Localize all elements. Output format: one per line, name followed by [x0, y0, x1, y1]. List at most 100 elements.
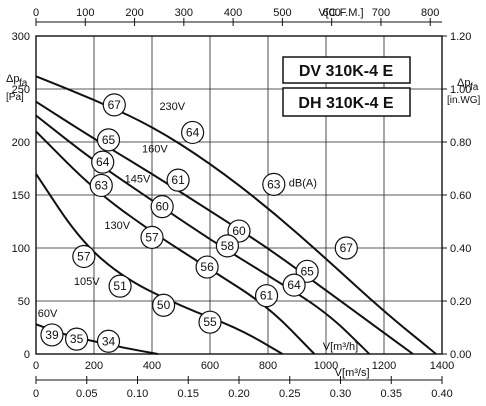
sound-level-label: 64 — [186, 125, 200, 139]
sound-level-marker: 64 — [181, 120, 205, 145]
curve-label: dB(A) — [289, 178, 317, 190]
sound-level-marker: 64 — [91, 150, 115, 174]
sound-level-marker: 63 — [89, 173, 113, 198]
sound-level-circle — [150, 195, 174, 219]
sound-level-marker: 61 — [254, 284, 279, 308]
y-tick-label: 100 — [12, 243, 30, 255]
sound-level-marker: 64 — [282, 273, 306, 297]
y-tick-label: 250 — [12, 84, 30, 96]
y2-tick-label: 1.00 — [450, 84, 471, 96]
sound-level-marker: 65 — [96, 128, 121, 152]
x-top-tick-label: 300 — [175, 7, 193, 19]
sound-level-circle — [181, 120, 205, 145]
sound-level-label: 64 — [287, 278, 301, 292]
sound-level-label: 61 — [260, 289, 274, 303]
sound-level-circle — [108, 274, 132, 298]
x-tick-label: 400 — [143, 360, 161, 372]
sound-level-circle — [96, 329, 121, 353]
sound-level-marker: 56 — [195, 255, 219, 279]
voltage-labels: 230V 160V 145V 130V 105V 60V dB(A) — [38, 101, 317, 320]
sound-level-marker: 63 — [262, 172, 286, 196]
sound-level-circle — [215, 234, 239, 258]
sound-level-marker: 67 — [334, 236, 358, 260]
sound-level-label: 35 — [70, 332, 84, 346]
sound-level-circle — [40, 323, 64, 347]
x-tick-label: 800 — [259, 360, 277, 372]
sound-level-marker: 57 — [72, 244, 96, 269]
sound-level-label: 55 — [203, 315, 217, 329]
x2-tick-label: 0.05 — [76, 388, 97, 400]
y-axis-title-sub: fa — [19, 78, 28, 89]
y-tick-label: 0 — [24, 349, 30, 361]
sound-level-label: 67 — [108, 98, 122, 112]
curve-label: 60V — [38, 308, 58, 320]
x2-tick-label: 0.15 — [178, 388, 199, 400]
sound-level-marker: 60 — [150, 195, 174, 219]
x-tick-label: 600 — [201, 360, 219, 372]
x-tick-label: 1200 — [372, 360, 396, 372]
curve-label: 160V — [142, 144, 168, 156]
model-label-box-2: DH 310K-4 E — [282, 87, 411, 117]
x-top-tick-label: 500 — [273, 7, 291, 19]
sound-level-marker: 58 — [215, 234, 239, 258]
sound-level-label: 61 — [171, 173, 185, 187]
sound-level-circle — [254, 284, 279, 308]
sound-level-circle — [96, 128, 121, 152]
sound-level-marker: 67 — [102, 93, 126, 117]
x-top-tick-label: 100 — [76, 7, 94, 19]
sound-level-label: 65 — [102, 133, 116, 147]
y2-tick-label: 0.80 — [450, 137, 471, 149]
model-label-box-1: DV 310K-4 E — [282, 56, 411, 84]
sound-level-circle — [198, 310, 222, 334]
sound-level-label: 60 — [232, 224, 246, 238]
sound-level-circle — [334, 236, 358, 260]
sound-level-marker: 57 — [140, 225, 164, 249]
y-tick-label: 150 — [12, 190, 30, 202]
sound-level-label: 63 — [95, 178, 109, 192]
sound-level-marker: 51 — [108, 274, 132, 298]
sound-level-label: 63 — [267, 177, 281, 191]
y2-axis-unit: [in.WG] — [447, 95, 481, 106]
x2-tick-label: 0.10 — [127, 388, 148, 400]
sound-level-label: 50 — [157, 298, 171, 312]
x2-tick-label: 0.25 — [279, 388, 300, 400]
x-top-tick-label: 600 — [322, 7, 340, 19]
x-top-tick-label: 0 — [33, 7, 39, 19]
sound-level-circle — [91, 150, 115, 174]
series-line-130V — [35, 130, 316, 355]
x-top-tick-label: 400 — [224, 7, 242, 19]
y2-tick-label: 0.20 — [450, 296, 471, 308]
sound-level-label: 65 — [300, 264, 314, 278]
y2-tick-label: 1.20 — [450, 31, 471, 43]
x-axis-title: V[m³/h] — [323, 341, 358, 353]
x-top-tick-label: 800 — [421, 7, 439, 19]
x-tick-label: 200 — [85, 360, 103, 372]
y-tick-label: 300 — [12, 31, 30, 43]
sound-level-circle — [102, 93, 126, 117]
sound-level-marker: 34 — [96, 329, 121, 353]
axes: 0 50 100 150 200 250 300 0.00 0.20 0.40 0.60 0.80 1.… — [6, 7, 481, 400]
x2-tick-label: 0.40 — [431, 388, 452, 400]
x-tick-label: 0 — [33, 360, 39, 372]
sound-level-label: 57 — [77, 249, 91, 263]
series-line-105V — [35, 173, 284, 355]
sound-level-label: 51 — [113, 279, 127, 293]
sound-level-circle — [282, 273, 306, 297]
x-tick-label: 1400 — [430, 360, 454, 372]
sound-level-label: 57 — [145, 230, 159, 244]
x-top-tick-label: 700 — [372, 7, 390, 19]
y2-axis-title-sub: fa — [470, 82, 479, 93]
y-axis-title: Δp — [6, 73, 19, 85]
sound-level-label: 60 — [155, 200, 169, 214]
sound-level-circle — [140, 225, 164, 249]
sound-level-circle — [89, 173, 113, 198]
x-tick-label: 1000 — [314, 360, 338, 372]
sound-level-label: 64 — [96, 155, 110, 169]
y-tick-label: 200 — [12, 137, 30, 149]
sound-level-circle — [64, 327, 89, 351]
sound-level-label: 67 — [340, 241, 354, 255]
sound-level-circle — [152, 293, 176, 317]
sound-level-marker: 50 — [152, 293, 176, 317]
x-top-tick-label: 200 — [125, 7, 143, 19]
